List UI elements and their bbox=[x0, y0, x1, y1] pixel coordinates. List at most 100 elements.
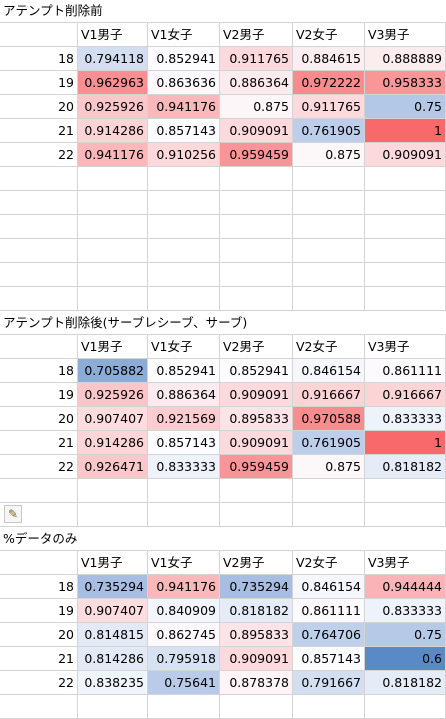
value-cell[interactable]: 0.925926 bbox=[78, 383, 148, 406]
empty-cell[interactable] bbox=[148, 215, 220, 238]
empty-cell[interactable] bbox=[148, 695, 220, 718]
empty-cell[interactable] bbox=[0, 215, 78, 238]
value-cell[interactable]: 0.846154 bbox=[293, 575, 365, 598]
value-cell[interactable]: 0.878378 bbox=[220, 671, 293, 694]
row-label[interactable]: 19 bbox=[0, 383, 78, 406]
column-header[interactable]: V1女子 bbox=[148, 23, 220, 46]
value-cell[interactable]: 0.925926 bbox=[78, 95, 148, 118]
row-label[interactable]: 21 bbox=[0, 647, 78, 670]
value-cell[interactable]: 0.895833 bbox=[220, 623, 293, 646]
column-header[interactable]: V3男子 bbox=[365, 551, 446, 574]
value-cell[interactable]: 0.875 bbox=[293, 455, 365, 478]
value-cell[interactable]: 0.818182 bbox=[365, 455, 446, 478]
empty-cell[interactable] bbox=[293, 479, 365, 502]
value-cell[interactable]: 0.861111 bbox=[365, 359, 446, 382]
empty-cell[interactable] bbox=[220, 503, 293, 526]
empty-cell[interactable] bbox=[220, 263, 293, 286]
row-label[interactable]: 18 bbox=[0, 47, 78, 70]
column-header[interactable]: V1男子 bbox=[78, 23, 148, 46]
value-cell[interactable]: 0.911765 bbox=[293, 95, 365, 118]
empty-cell[interactable] bbox=[220, 287, 293, 310]
value-cell[interactable]: 0.852941 bbox=[148, 359, 220, 382]
table-title[interactable]: アテンプト削除後(サーブレシーブ、サーブ) bbox=[3, 315, 248, 330]
value-cell[interactable]: 0.910256 bbox=[148, 143, 220, 166]
empty-cell[interactable] bbox=[365, 239, 446, 262]
empty-cell[interactable] bbox=[78, 695, 148, 718]
value-cell[interactable]: 0.941176 bbox=[78, 143, 148, 166]
value-cell[interactable]: 0.846154 bbox=[293, 359, 365, 382]
row-label[interactable]: 20 bbox=[0, 623, 78, 646]
empty-cell[interactable] bbox=[220, 695, 293, 718]
empty-cell[interactable] bbox=[293, 239, 365, 262]
value-cell[interactable]: 0.909091 bbox=[220, 119, 293, 142]
value-cell[interactable]: 0.814815 bbox=[78, 623, 148, 646]
row-label[interactable]: 21 bbox=[0, 431, 78, 454]
empty-cell[interactable] bbox=[78, 239, 148, 262]
empty-cell[interactable] bbox=[365, 695, 446, 718]
value-cell[interactable]: 0.863636 bbox=[148, 71, 220, 94]
empty-cell[interactable] bbox=[293, 263, 365, 286]
empty-cell[interactable] bbox=[0, 479, 78, 502]
column-header[interactable]: V2女子 bbox=[293, 551, 365, 574]
table-title[interactable]: アテンプト削除前 bbox=[3, 3, 103, 18]
value-cell[interactable]: 0.761905 bbox=[293, 431, 365, 454]
value-cell[interactable]: 0.909091 bbox=[220, 647, 293, 670]
value-cell[interactable]: 0.705882 bbox=[78, 359, 148, 382]
column-header[interactable]: V2女子 bbox=[293, 335, 365, 358]
empty-cell[interactable] bbox=[148, 191, 220, 214]
value-cell[interactable]: 0.907407 bbox=[78, 407, 148, 430]
empty-cell[interactable] bbox=[365, 287, 446, 310]
value-cell[interactable]: 0.972222 bbox=[293, 71, 365, 94]
value-cell[interactable]: 0.761905 bbox=[293, 119, 365, 142]
value-cell[interactable]: 0.814286 bbox=[78, 647, 148, 670]
column-header[interactable]: V2男子 bbox=[220, 335, 293, 358]
value-cell[interactable]: 0.862745 bbox=[148, 623, 220, 646]
empty-cell[interactable] bbox=[0, 287, 78, 310]
empty-cell[interactable] bbox=[0, 167, 78, 190]
value-cell[interactable]: 0.941176 bbox=[148, 95, 220, 118]
value-cell[interactable]: 0.75 bbox=[365, 95, 446, 118]
value-cell[interactable]: 0.916667 bbox=[365, 383, 446, 406]
value-cell[interactable]: 0.838235 bbox=[78, 671, 148, 694]
column-header[interactable]: V2女子 bbox=[293, 23, 365, 46]
column-header[interactable]: V2男子 bbox=[220, 23, 293, 46]
empty-cell[interactable] bbox=[0, 191, 78, 214]
row-label[interactable]: 18 bbox=[0, 359, 78, 382]
row-label[interactable]: 20 bbox=[0, 407, 78, 430]
row-label[interactable]: 20 bbox=[0, 95, 78, 118]
empty-cell[interactable] bbox=[293, 287, 365, 310]
empty-cell[interactable] bbox=[220, 479, 293, 502]
value-cell[interactable]: 0.959459 bbox=[220, 455, 293, 478]
value-cell[interactable]: 0.75641 bbox=[148, 671, 220, 694]
paste-options-icon[interactable]: ✎ bbox=[4, 505, 22, 523]
value-cell[interactable]: 0.888889 bbox=[365, 47, 446, 70]
empty-cell[interactable] bbox=[220, 191, 293, 214]
empty-cell[interactable] bbox=[0, 503, 78, 526]
row-label[interactable]: 22 bbox=[0, 455, 78, 478]
value-cell[interactable]: 0.886364 bbox=[148, 383, 220, 406]
row-label[interactable]: 22 bbox=[0, 143, 78, 166]
empty-cell[interactable] bbox=[220, 167, 293, 190]
value-cell[interactable]: 0.907407 bbox=[78, 599, 148, 622]
empty-cell[interactable] bbox=[148, 239, 220, 262]
row-label[interactable]: 19 bbox=[0, 599, 78, 622]
empty-cell[interactable] bbox=[0, 239, 78, 262]
value-cell[interactable]: 0.795918 bbox=[148, 647, 220, 670]
empty-cell[interactable] bbox=[365, 167, 446, 190]
empty-cell[interactable] bbox=[78, 215, 148, 238]
value-cell[interactable]: 0.75 bbox=[365, 623, 446, 646]
empty-cell[interactable] bbox=[78, 287, 148, 310]
value-cell[interactable]: 0.818182 bbox=[220, 599, 293, 622]
empty-cell[interactable] bbox=[148, 479, 220, 502]
value-cell[interactable]: 0.886364 bbox=[220, 71, 293, 94]
value-cell[interactable]: 0.833333 bbox=[365, 407, 446, 430]
empty-cell[interactable] bbox=[0, 263, 78, 286]
value-cell[interactable]: 0.941176 bbox=[148, 575, 220, 598]
value-cell[interactable]: 0.970588 bbox=[293, 407, 365, 430]
value-cell[interactable]: 0.764706 bbox=[293, 623, 365, 646]
empty-cell[interactable] bbox=[365, 215, 446, 238]
value-cell[interactable]: 0.962963 bbox=[78, 71, 148, 94]
row-label[interactable]: 22 bbox=[0, 671, 78, 694]
empty-cell[interactable] bbox=[220, 215, 293, 238]
empty-cell[interactable] bbox=[365, 479, 446, 502]
